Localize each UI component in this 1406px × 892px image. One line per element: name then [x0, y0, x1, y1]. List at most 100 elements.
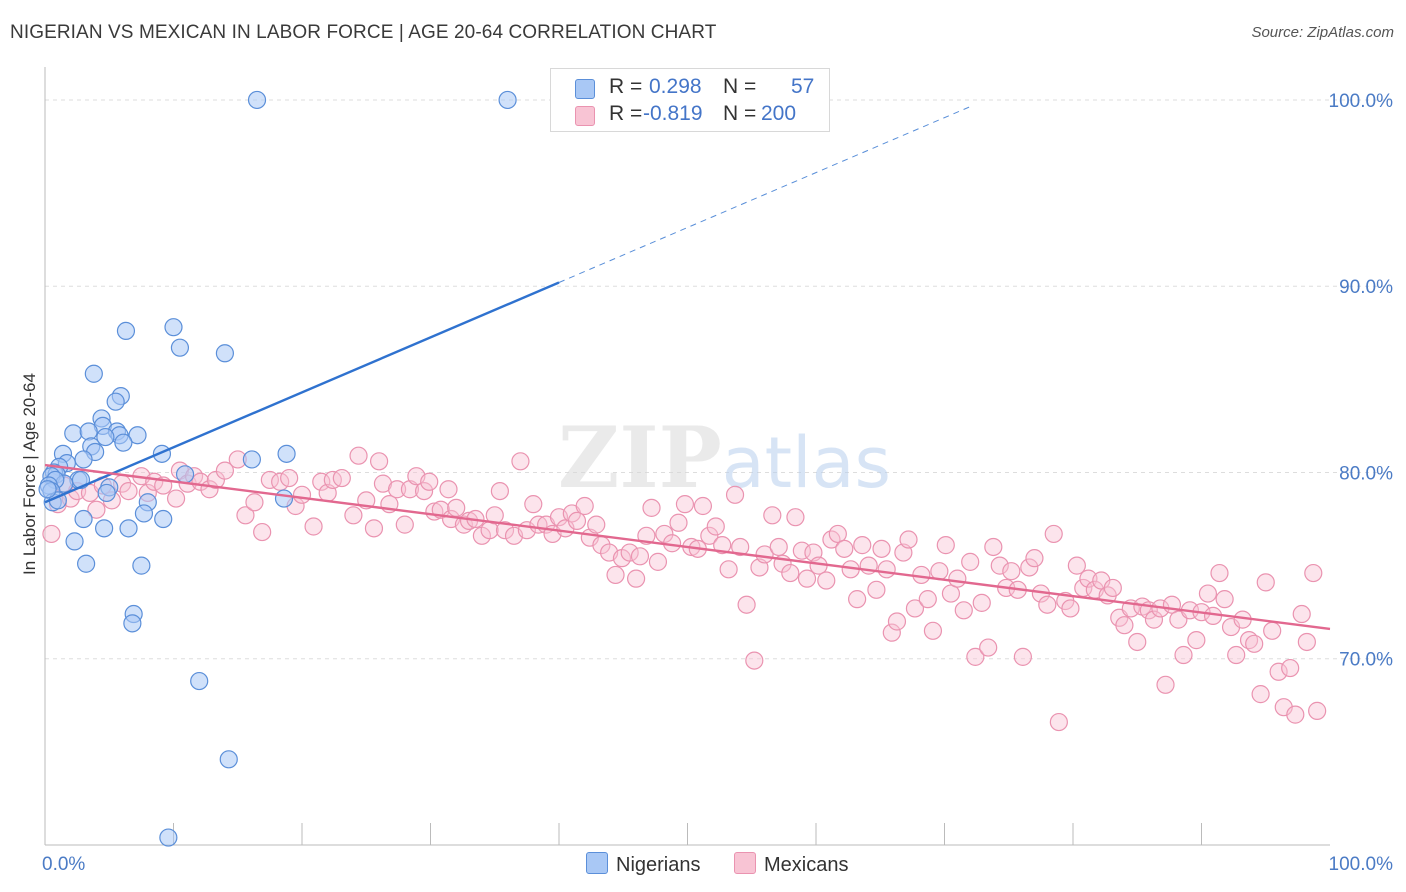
mexicans-point [972, 593, 991, 612]
mexicans-point [899, 530, 918, 549]
nigerians-point [38, 480, 57, 499]
mexicans-point [42, 524, 61, 544]
mexicans-point [271, 472, 290, 491]
mexicans-point [1002, 562, 1021, 581]
nigerians-point [74, 450, 93, 469]
x-tick-label: 0.0% [42, 854, 85, 875]
nigerians-point [79, 422, 98, 441]
mexicans-point [323, 470, 342, 490]
mexicans-point [1227, 645, 1246, 665]
legend-n-value: 57 [791, 75, 815, 98]
mexicans-point [1187, 631, 1206, 650]
mexicans-point [245, 493, 264, 512]
nigerians-point [170, 338, 190, 357]
stats-legend: R = 0.298 N = 57 R = -0.819 N = 200 [550, 68, 830, 132]
y-tick-label: 90.0% [1339, 277, 1393, 298]
mexicans-point [567, 511, 587, 530]
mexicans-point [887, 612, 907, 631]
mexicans-point [882, 623, 901, 642]
mexicans-point [304, 517, 323, 536]
mexicans-point [166, 489, 186, 508]
mexicans-point [1256, 573, 1275, 592]
y-tick-label: 80.0% [1339, 463, 1393, 484]
legend-row-nigerians: R = 0.298 N = 57 [551, 75, 829, 101]
mexicans-point [867, 580, 886, 599]
mexicans-point [848, 590, 867, 609]
mexicans-point [700, 526, 719, 545]
mexicans-point [966, 647, 985, 666]
bottom-legend-mexicans: Mexicans [734, 852, 848, 877]
mexicans-point [349, 446, 368, 465]
bottom-legend-label: Nigerians [616, 854, 701, 876]
mexicans-point [420, 472, 439, 491]
mexicans-point [1174, 645, 1193, 665]
mexicans-point [781, 563, 800, 583]
mexicans-point [936, 536, 955, 555]
mexicans-point [1020, 558, 1039, 577]
mexicans-point [706, 517, 725, 536]
mexicans-point [731, 537, 750, 557]
mexicans-point [817, 571, 836, 590]
mexicans-point [786, 508, 805, 527]
mexicans-point [755, 545, 774, 564]
nigerians-point [96, 427, 115, 447]
nigerians-point [190, 671, 209, 691]
gridlines [45, 99, 1390, 660]
mexicans-point [905, 599, 925, 618]
mexicans-point [1013, 647, 1032, 666]
legend-r-value: -0.819 [643, 102, 703, 125]
mexicans-point [1251, 685, 1270, 704]
mexicans-point [1156, 675, 1175, 694]
nigerians-point [132, 556, 151, 575]
nigerians-point [134, 504, 154, 523]
legend-n-value: 200 [761, 102, 797, 125]
mexicans-point [485, 506, 504, 525]
nigerians-point [128, 426, 147, 445]
mexicans-point [1263, 621, 1282, 640]
mexicans-point [280, 468, 299, 488]
mexicans-point [655, 524, 674, 544]
mexicans-point [1038, 595, 1057, 614]
bottom-swatch-mexicans [734, 852, 756, 874]
nigerians-point [95, 519, 114, 538]
mexicans-point [1281, 658, 1300, 678]
mexicans-point [1128, 632, 1147, 652]
mexicans-point [719, 560, 738, 579]
nigerians-point [164, 318, 183, 337]
legend-n-label: N = [723, 75, 757, 98]
mexicans-point [693, 496, 713, 516]
nigerians-point [159, 828, 178, 847]
mexicans-point [1115, 616, 1134, 635]
mexicans-point [236, 506, 255, 525]
nigerians-point [242, 450, 261, 469]
tick-labels: 70.0% 80.0% 90.0% 100.0% 0.0% 100.0% [42, 91, 1393, 875]
mexicans-point [1103, 578, 1122, 598]
mexicans-point [495, 521, 515, 540]
mexicans-point [1215, 590, 1234, 609]
mexicans-point [439, 480, 458, 499]
y-tick-label: 100.0% [1329, 91, 1394, 112]
mexicans-point [524, 495, 543, 514]
mexicans-point [745, 651, 764, 670]
mexicans-point [1308, 701, 1327, 720]
nigerians-point [123, 614, 142, 633]
mexicans-trendline [44, 463, 1331, 631]
mexicans-point [395, 515, 414, 534]
mexicans-point [1049, 712, 1068, 732]
legend-n-label: N = [723, 102, 757, 125]
nigerians-point [247, 90, 267, 110]
mexicans-point [872, 539, 891, 558]
x-tick-label: 100.0% [1329, 854, 1394, 875]
nigerians-point [77, 554, 96, 573]
bottom-legend-label: Mexicans [764, 854, 849, 876]
nigerians-point [84, 364, 103, 383]
source-credit: Source: ZipAtlas.com [1251, 24, 1394, 41]
mexicans-point [292, 485, 312, 504]
mexicans-point [675, 495, 695, 514]
mexicans-point [1292, 604, 1311, 624]
mexicans-point [215, 461, 234, 480]
legend-swatch-mexicans [575, 106, 595, 126]
nigerians-point [116, 321, 136, 341]
watermark: ZIPatlas [558, 408, 891, 507]
mexicans-point [990, 556, 1009, 575]
